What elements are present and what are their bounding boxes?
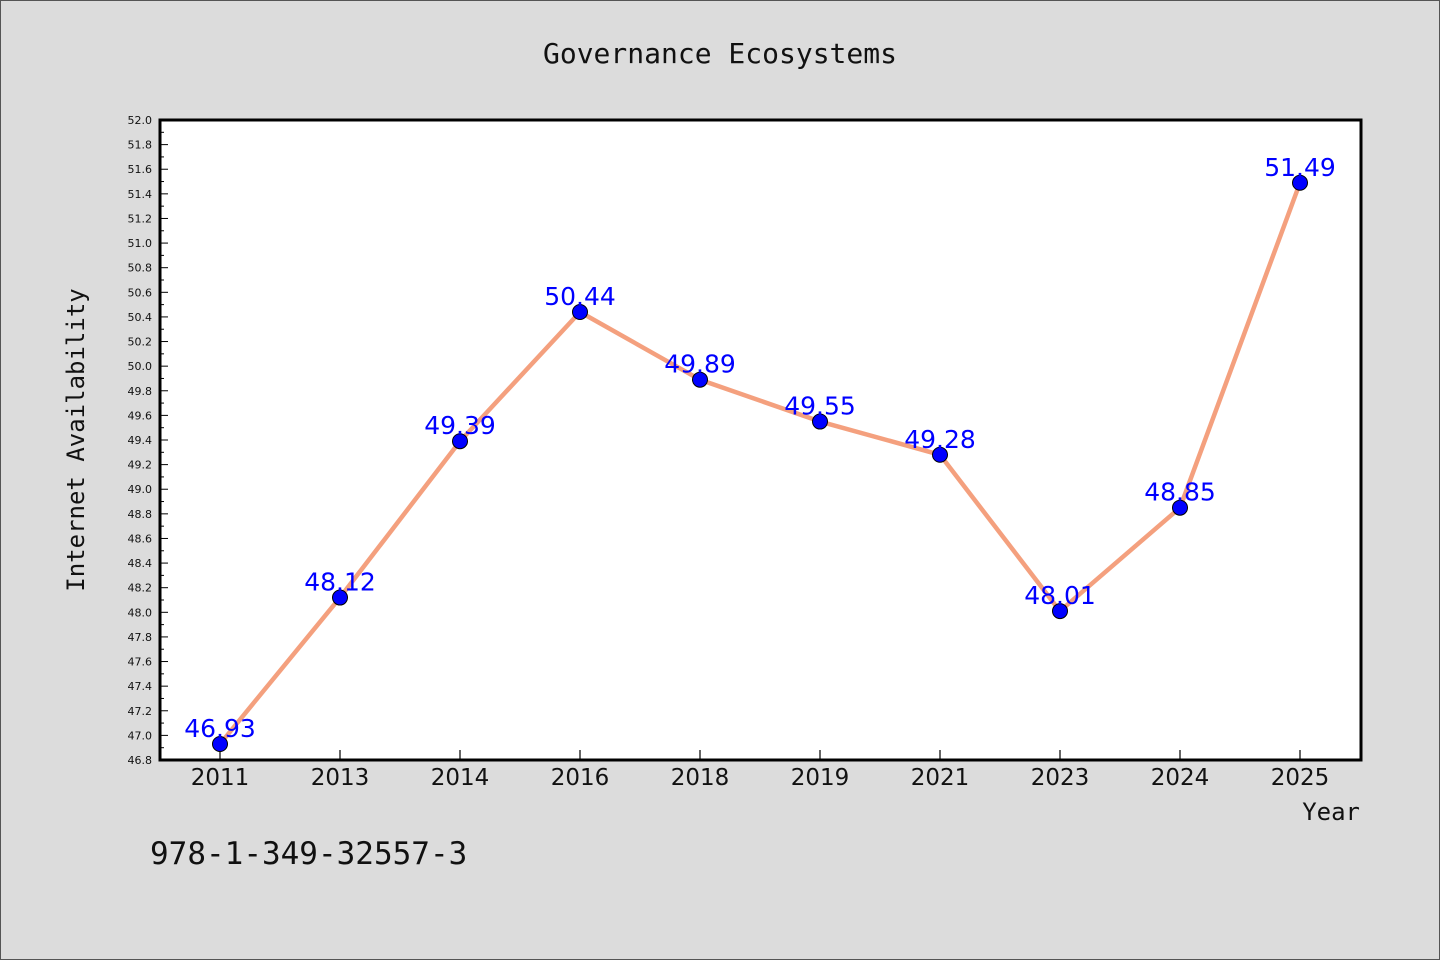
data-label: 49.39 xyxy=(424,411,496,440)
y-axis-label: Internet Availability xyxy=(62,288,90,591)
y-tick-label: 50.4 xyxy=(128,311,153,324)
y-tick-label: 49.0 xyxy=(128,483,153,496)
x-tick-label: 2016 xyxy=(551,765,610,791)
chart-title: Governance Ecosystems xyxy=(543,37,897,70)
x-tick-label: 2013 xyxy=(311,765,370,791)
x-axis-label: Year xyxy=(1302,798,1360,826)
y-tick-label: 48.8 xyxy=(128,508,153,521)
y-tick-label: 47.0 xyxy=(128,729,153,742)
x-tick-label: 2018 xyxy=(671,765,730,791)
y-tick-label: 49.2 xyxy=(128,459,153,472)
x-tick-label: 2021 xyxy=(911,765,970,791)
data-label: 48.85 xyxy=(1144,478,1216,507)
y-tick-label: 47.4 xyxy=(128,680,153,693)
x-tick-label: 2019 xyxy=(791,765,850,791)
data-point xyxy=(692,371,708,388)
y-tick-label: 51.0 xyxy=(128,237,153,250)
data-point xyxy=(452,433,468,450)
y-tick-label: 51.8 xyxy=(128,139,153,152)
data-label: 48.01 xyxy=(1024,581,1096,610)
data-point xyxy=(1292,174,1308,191)
y-tick-label: 50.0 xyxy=(128,360,153,373)
y-tick-label: 51.2 xyxy=(128,212,153,225)
data-labels-layer: 46.93 48.12 49.39 50.44 49.89 49.55 49.28 48.01… xyxy=(184,153,1336,743)
data-point xyxy=(932,446,948,463)
y-tick-label: 50.6 xyxy=(128,286,153,299)
y-tick-label: 49.6 xyxy=(128,409,153,422)
y-tick-label: 48.2 xyxy=(128,582,153,595)
plot-border xyxy=(158,118,1363,762)
y-tick-label: 49.4 xyxy=(128,434,153,447)
y-tick-label: 51.4 xyxy=(128,188,153,201)
data-point xyxy=(212,736,228,752)
isbn-text: 978-1-349-32557-3 xyxy=(150,836,467,872)
data-point xyxy=(1172,499,1188,516)
x-axis-ticks: 2011 2013 2014 2016 2018 2019 2021 2023 2024 2025 xyxy=(191,750,1330,791)
data-point xyxy=(1052,603,1068,620)
series-line xyxy=(217,180,1303,747)
plot-area xyxy=(160,120,1361,760)
data-label: 49.28 xyxy=(904,425,976,454)
data-label: 49.89 xyxy=(664,350,736,379)
y-tick-label: 47.6 xyxy=(128,656,153,669)
y-tick-label: 49.8 xyxy=(128,385,153,398)
data-point xyxy=(572,304,588,320)
x-tick-label: 2023 xyxy=(1031,765,1090,791)
y-tick-label: 52.0 xyxy=(128,114,153,127)
x-tick-label: 2014 xyxy=(431,765,490,791)
y-tick-label: 50.2 xyxy=(128,336,153,349)
data-point xyxy=(812,413,828,430)
y-tick-label: 46.8 xyxy=(128,754,153,767)
y-axis-ticks: 46.8 47.0 47.2 47.4 47.6 47.8 48.0 48.2 48.4 48.6… xyxy=(128,114,168,767)
x-tick-label: 2025 xyxy=(1271,765,1330,791)
data-point xyxy=(332,589,348,606)
y-tick-label: 47.2 xyxy=(128,705,153,718)
y-tick-label: 48.0 xyxy=(128,606,153,619)
data-label: 48.12 xyxy=(304,568,376,597)
y-tick-label: 48.4 xyxy=(128,557,153,570)
data-label: 46.93 xyxy=(184,714,256,743)
x-tick-label: 2011 xyxy=(191,765,250,791)
series-layer xyxy=(212,174,1308,752)
y-tick-label: 51.6 xyxy=(128,163,153,176)
data-label: 51.49 xyxy=(1264,153,1336,182)
y-tick-label: 47.8 xyxy=(128,631,153,644)
data-label: 49.55 xyxy=(784,392,856,421)
y-tick-label: 50.8 xyxy=(128,262,153,275)
y-tick-label: 48.6 xyxy=(128,532,153,545)
data-label: 50.44 xyxy=(544,282,616,311)
x-tick-label: 2024 xyxy=(1151,765,1210,791)
